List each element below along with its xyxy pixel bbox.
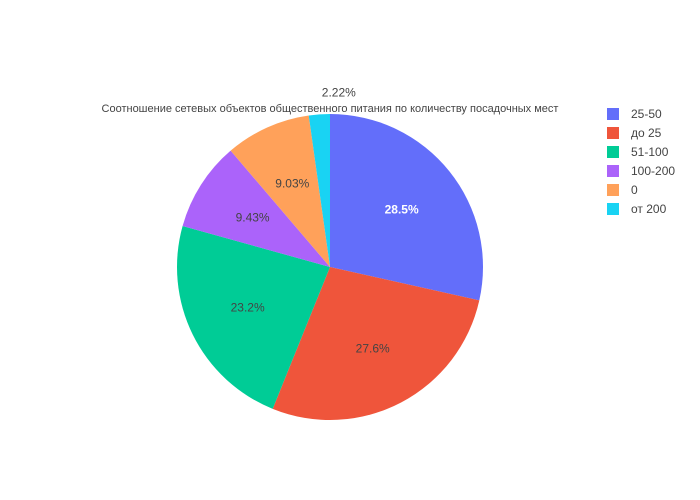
legend-swatch-от-200[interactable] xyxy=(607,203,619,215)
legend-label-51-100[interactable]: 51-100 xyxy=(631,145,669,159)
slice-label-0: 9.03% xyxy=(275,176,309,190)
pie-slice-до-25 xyxy=(272,267,480,421)
pie-slices xyxy=(176,114,484,421)
pie-slice-100-200 xyxy=(182,150,330,267)
slice-label-25-50: 28.5% xyxy=(385,203,419,217)
legend-label-100-200[interactable]: 100-200 xyxy=(631,164,675,178)
pie-slice-25-50 xyxy=(330,114,484,301)
pie-slice-0 xyxy=(230,115,330,268)
legend: 25-50 до 25 51-100 100-200 0 от 200 xyxy=(607,107,675,216)
legend-swatch-до-25[interactable] xyxy=(607,127,619,139)
pie-slice-от-200 xyxy=(308,114,330,267)
pie-slice-labels: 28.5% 27.6% 23.2% 9.43% 9.03% 2.22% xyxy=(231,85,419,355)
chart-title: Соотношение сетевых объектов общественно… xyxy=(102,103,559,115)
slice-label-51-100: 23.2% xyxy=(231,301,265,315)
slice-label-от-200: 2.22% xyxy=(322,85,356,99)
legend-swatch-100-200[interactable] xyxy=(607,165,619,177)
legend-label-до-25[interactable]: до 25 xyxy=(631,126,662,140)
legend-label-0[interactable]: 0 xyxy=(631,183,638,197)
slice-label-до-25: 27.6% xyxy=(356,341,390,355)
legend-label-25-50[interactable]: 25-50 xyxy=(631,107,662,121)
slice-label-100-200: 9.43% xyxy=(236,211,270,225)
pie-slice-51-100 xyxy=(176,226,330,409)
legend-label-от-200[interactable]: от 200 xyxy=(631,202,667,216)
legend-swatch-51-100[interactable] xyxy=(607,146,619,158)
legend-swatch-25-50[interactable] xyxy=(607,108,619,120)
legend-swatch-0[interactable] xyxy=(607,184,619,196)
